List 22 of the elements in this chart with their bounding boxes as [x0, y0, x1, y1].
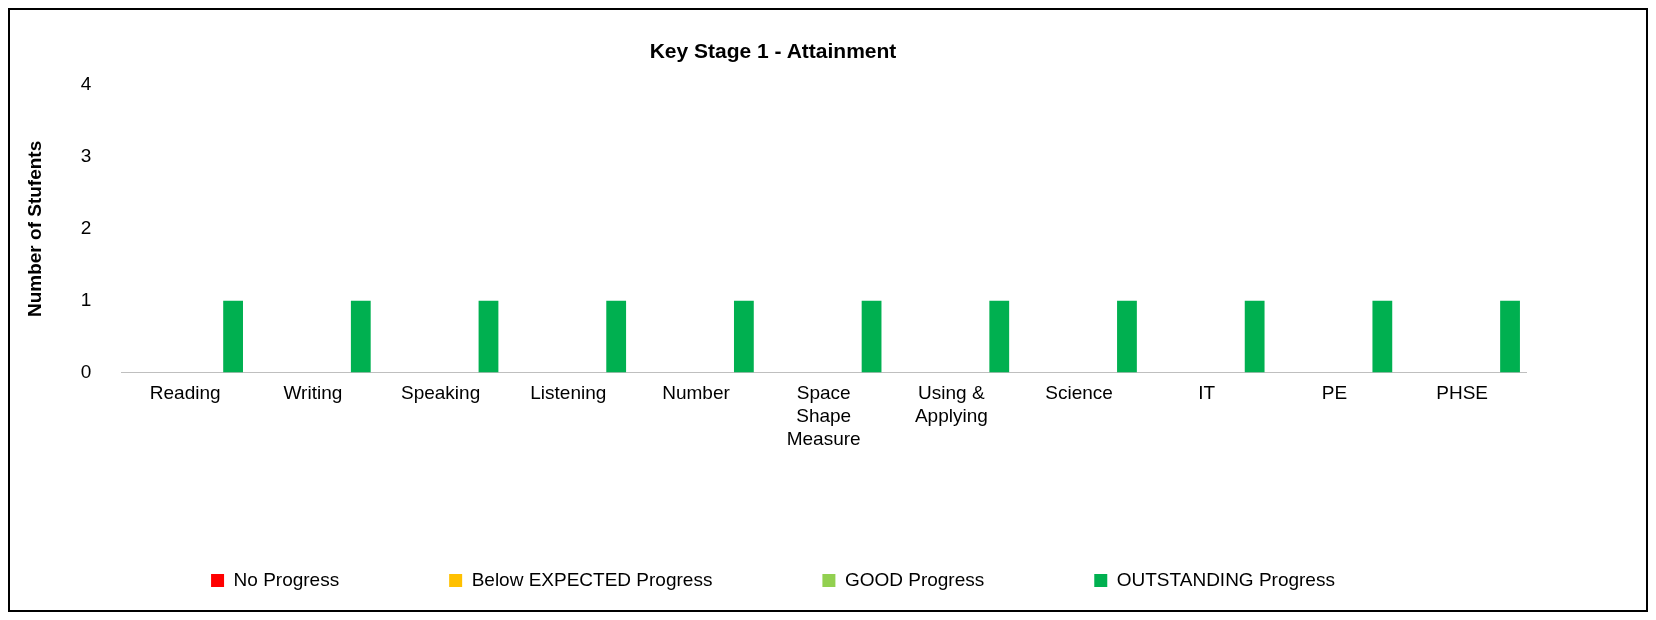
legend-label: No Progress [233, 568, 340, 590]
y-tick-label: 0 [80, 360, 92, 382]
x-tick-label: Writing [283, 382, 343, 404]
y-tick-label: 3 [80, 145, 92, 167]
x-tick-label: Reading [149, 382, 221, 404]
y-axis-title: Number of Stufents [23, 140, 45, 318]
x-tick-label: Science [1045, 382, 1113, 404]
x-tick-label: Number [662, 382, 731, 404]
x-tick-label: Speaking [400, 382, 481, 404]
legend-label: OUTSTANDING Progress [1116, 568, 1335, 590]
legend-label: Below EXPECTED Progress [471, 568, 713, 590]
x-tick-label: Using & Applying [914, 382, 988, 427]
x-tick-label: Space Shape Measure [786, 382, 861, 449]
y-tick-label: 1 [80, 288, 92, 310]
y-tick-label: 4 [80, 73, 92, 95]
x-tick-label: IT [1198, 382, 1216, 404]
x-tick-label: PHSE [1436, 382, 1489, 404]
x-tick-label: Listening [530, 382, 607, 404]
legend-label: GOOD Progress [844, 568, 985, 590]
chart-title: Key Stage 1 - Attainment [649, 39, 897, 63]
x-tick-label: PE [1321, 382, 1348, 404]
y-tick-label: 2 [80, 217, 92, 239]
